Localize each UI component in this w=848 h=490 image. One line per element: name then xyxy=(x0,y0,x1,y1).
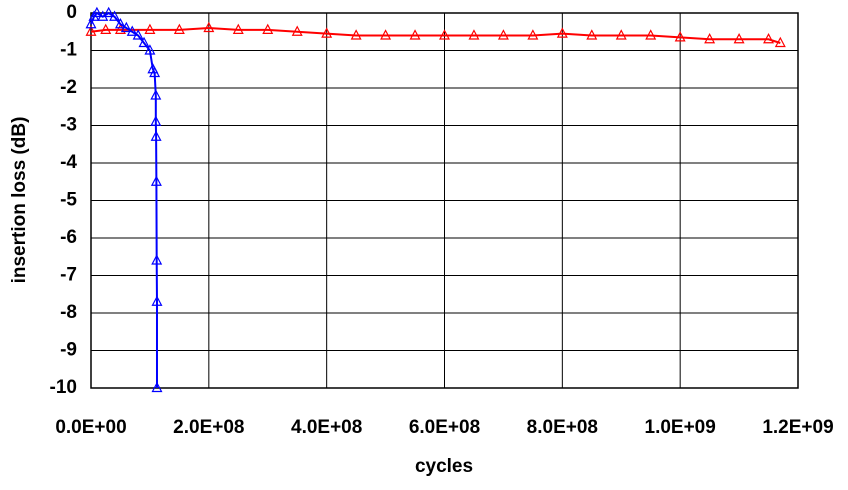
marker xyxy=(150,115,162,126)
marker xyxy=(144,44,156,55)
y-axis-label: insertion loss (dB) xyxy=(9,117,30,284)
x-tick-label: 1.2E+09 xyxy=(762,417,833,438)
y-tick-label: -10 xyxy=(50,377,77,398)
y-tick-label: -6 xyxy=(60,227,77,248)
marker xyxy=(151,254,163,265)
marker xyxy=(586,29,598,40)
series-line xyxy=(90,26,781,44)
marker xyxy=(468,29,480,40)
marker xyxy=(527,29,539,40)
y-tick-label: -2 xyxy=(60,77,77,98)
marker xyxy=(85,17,97,29)
y-tick-label: -1 xyxy=(60,40,77,61)
marker xyxy=(151,381,163,393)
x-tick-label: 1.0E+09 xyxy=(645,417,716,438)
x-tick-label: 6.0E+08 xyxy=(409,417,480,438)
marker xyxy=(291,25,303,36)
marker xyxy=(409,29,421,40)
marker xyxy=(120,21,132,33)
marker xyxy=(150,175,162,186)
marker xyxy=(144,23,156,34)
marker xyxy=(203,21,215,33)
marker xyxy=(350,29,362,40)
y-tick-label: -7 xyxy=(60,265,77,286)
marker xyxy=(150,89,162,100)
y-tick-label: -3 xyxy=(60,115,77,136)
marker xyxy=(151,295,163,306)
marker xyxy=(674,31,686,42)
marker xyxy=(763,32,775,44)
marker xyxy=(497,29,509,40)
marker xyxy=(114,17,126,29)
marker xyxy=(91,6,103,18)
plot-border xyxy=(90,12,799,389)
y-tick-label: 0 xyxy=(66,2,77,23)
y-tick-label: -4 xyxy=(60,152,77,173)
marker xyxy=(704,32,716,44)
x-tick-label: 8.0E+08 xyxy=(527,417,598,438)
marker xyxy=(774,36,786,48)
marker xyxy=(645,29,657,40)
marker xyxy=(262,23,274,34)
marker xyxy=(109,10,121,21)
marker xyxy=(132,29,144,40)
marker xyxy=(150,130,162,141)
y-tick-label: -9 xyxy=(60,340,77,361)
x-tick-label: 0.0E+00 xyxy=(55,417,126,438)
y-tick-label: -8 xyxy=(60,302,77,323)
x-tick-label: 2.0E+08 xyxy=(173,417,244,438)
marker xyxy=(439,29,450,40)
marker xyxy=(321,27,333,38)
marker xyxy=(173,23,185,34)
marker xyxy=(556,27,568,38)
marker xyxy=(126,25,138,36)
marker xyxy=(232,23,244,34)
marker xyxy=(733,32,745,44)
x-axis-label: cycles xyxy=(415,456,473,477)
y-tick-label: -5 xyxy=(60,190,77,211)
marker xyxy=(100,23,112,34)
x-tick-label: 4.0E+08 xyxy=(291,417,362,438)
marker xyxy=(380,29,392,40)
marker xyxy=(615,29,627,40)
marker xyxy=(149,66,161,78)
marker xyxy=(103,6,115,18)
marker xyxy=(138,36,150,48)
marker xyxy=(85,25,97,36)
